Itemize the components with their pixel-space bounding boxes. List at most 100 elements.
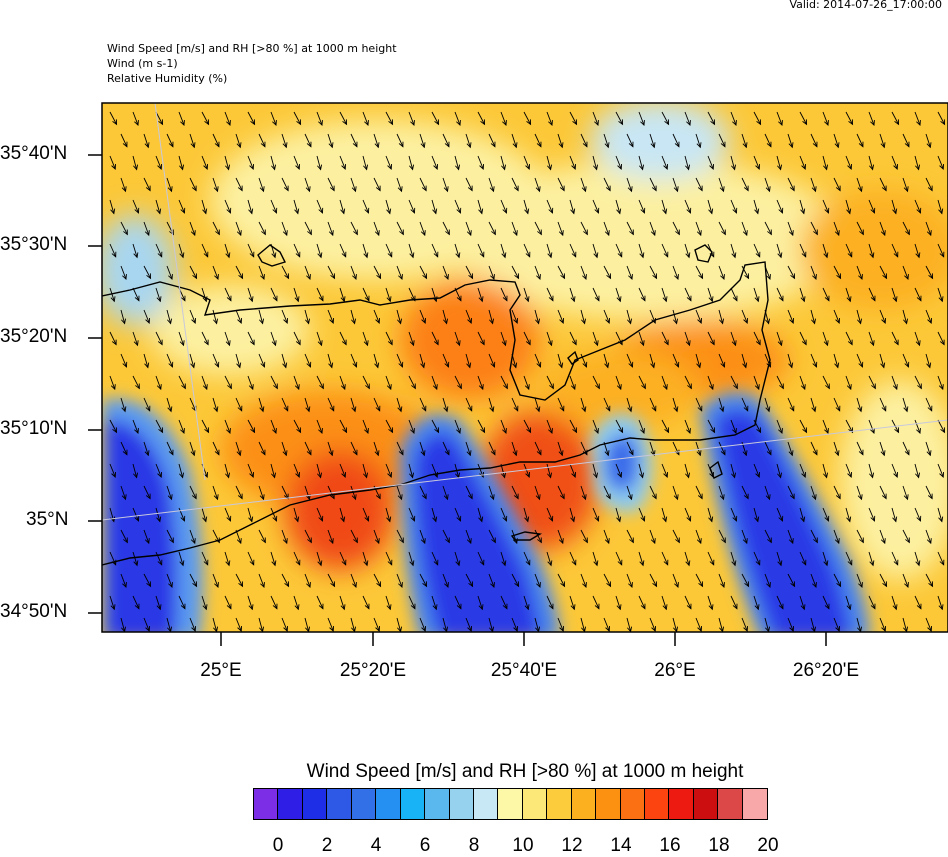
wind-arrow-head	[777, 252, 783, 259]
y-label-4: 35°10'N	[0, 418, 68, 439]
wind-arrow-head	[443, 406, 449, 413]
wind-arrow-head	[732, 603, 738, 610]
wind-arrow	[776, 507, 783, 522]
wind-arrow-head	[811, 318, 817, 325]
wind-arrow	[247, 463, 254, 478]
wind-arrow	[822, 419, 829, 434]
wind-arrow	[741, 133, 747, 148]
wind-arrow	[408, 419, 415, 434]
legend-swatch	[522, 789, 548, 819]
wind-arrow-head	[650, 450, 656, 457]
wind-arrow	[419, 265, 427, 279]
wind-arrow-head	[352, 449, 358, 456]
wind-arrow	[580, 485, 586, 500]
wind-arrow-head	[409, 340, 415, 347]
wind-arrow	[868, 595, 876, 609]
wind-arrow	[132, 287, 140, 301]
wind-arrow	[557, 133, 563, 148]
wind-arrow	[810, 353, 817, 368]
wind-arrow	[201, 155, 208, 170]
wind-arrow-head	[629, 537, 634, 544]
wind-arrow-head	[179, 340, 185, 347]
legend-swatch	[596, 789, 621, 819]
wind-arrow-head	[742, 362, 748, 369]
wind-arrow-head	[720, 274, 725, 281]
legend-swatch	[645, 789, 670, 819]
wind-arrow	[569, 463, 576, 478]
wind-arrow	[477, 551, 485, 565]
wind-arrow-head	[503, 383, 508, 390]
wind-arrow	[833, 617, 840, 632]
wind-arrow	[695, 309, 702, 324]
wind-arrow	[178, 331, 184, 346]
wind-arrow	[281, 397, 289, 411]
wind-arrow	[212, 573, 219, 588]
wind-arrow-head	[190, 230, 196, 237]
wind-arrow	[454, 155, 460, 170]
wind-arrow	[212, 309, 218, 324]
wind-arrow-head	[375, 185, 381, 192]
wind-arrow	[764, 441, 772, 455]
wind-arrow	[810, 309, 816, 324]
wind-arrow-head	[271, 340, 277, 347]
wind-arrow-head	[765, 186, 771, 193]
wind-arrow	[258, 485, 264, 500]
wind-arrow	[810, 397, 816, 412]
wind-arrow-head	[237, 493, 243, 500]
wind-arrow-head	[249, 559, 255, 566]
wind-arrow	[592, 111, 599, 126]
wind-arrow-head	[524, 516, 530, 523]
wind-arrow-head	[157, 559, 163, 566]
wind-arrow	[523, 199, 529, 214]
wind-arrow-head	[869, 164, 875, 171]
wind-arrow-head	[870, 603, 876, 610]
wind-arrow-head	[812, 361, 818, 368]
wind-arrow-head	[502, 207, 508, 214]
wind-arrow-head	[892, 604, 898, 611]
wind-arrow-head	[502, 603, 508, 610]
wind-arrow-head	[708, 604, 714, 611]
wind-arrow	[270, 595, 278, 609]
wind-arrow	[120, 573, 127, 588]
wind-arrow	[776, 419, 783, 434]
wind-arrow	[465, 221, 472, 236]
wind-arrow-head	[478, 604, 484, 611]
wind-arrow-head	[790, 273, 796, 280]
wind-arrow	[477, 595, 483, 610]
wind-arrow	[143, 221, 150, 236]
wind-arrow	[868, 199, 875, 214]
wind-arrow-head	[158, 427, 164, 434]
wind-arrow	[350, 309, 356, 324]
wind-arrow-head	[652, 581, 658, 588]
wind-arrow-head	[260, 582, 265, 589]
wind-arrow-head	[180, 207, 186, 214]
wind-arrow-head	[468, 273, 474, 280]
wind-arrow	[845, 507, 851, 522]
wind-arrow-head	[180, 603, 186, 610]
wind-arrow-head	[272, 295, 278, 302]
wind-arrow	[822, 111, 829, 126]
wind-arrow	[396, 617, 402, 632]
wind-arrow-head	[558, 450, 564, 457]
wind-arrow	[638, 331, 644, 346]
wind-arrow	[511, 309, 518, 324]
wind-arrow	[833, 441, 839, 456]
wind-arrow-head	[836, 581, 842, 588]
wind-arrow	[247, 595, 253, 610]
wind-arrow	[293, 287, 299, 302]
wind-arrow-head	[375, 405, 381, 412]
wind-arrow-head	[271, 560, 277, 567]
wind-arrow	[339, 463, 346, 478]
wind-arrow	[580, 617, 586, 632]
wind-arrow	[845, 155, 852, 170]
wind-arrow-head	[651, 185, 657, 192]
wind-arrow	[753, 331, 761, 345]
wind-arrow	[557, 177, 565, 191]
wind-arrow-head	[122, 449, 128, 456]
wind-arrow	[879, 265, 887, 279]
wind-arrow	[293, 419, 301, 433]
wind-arrow	[143, 309, 150, 324]
wind-arrow-head	[893, 163, 899, 170]
wind-arrow-head	[594, 428, 599, 435]
wind-arrow-head	[433, 339, 439, 346]
